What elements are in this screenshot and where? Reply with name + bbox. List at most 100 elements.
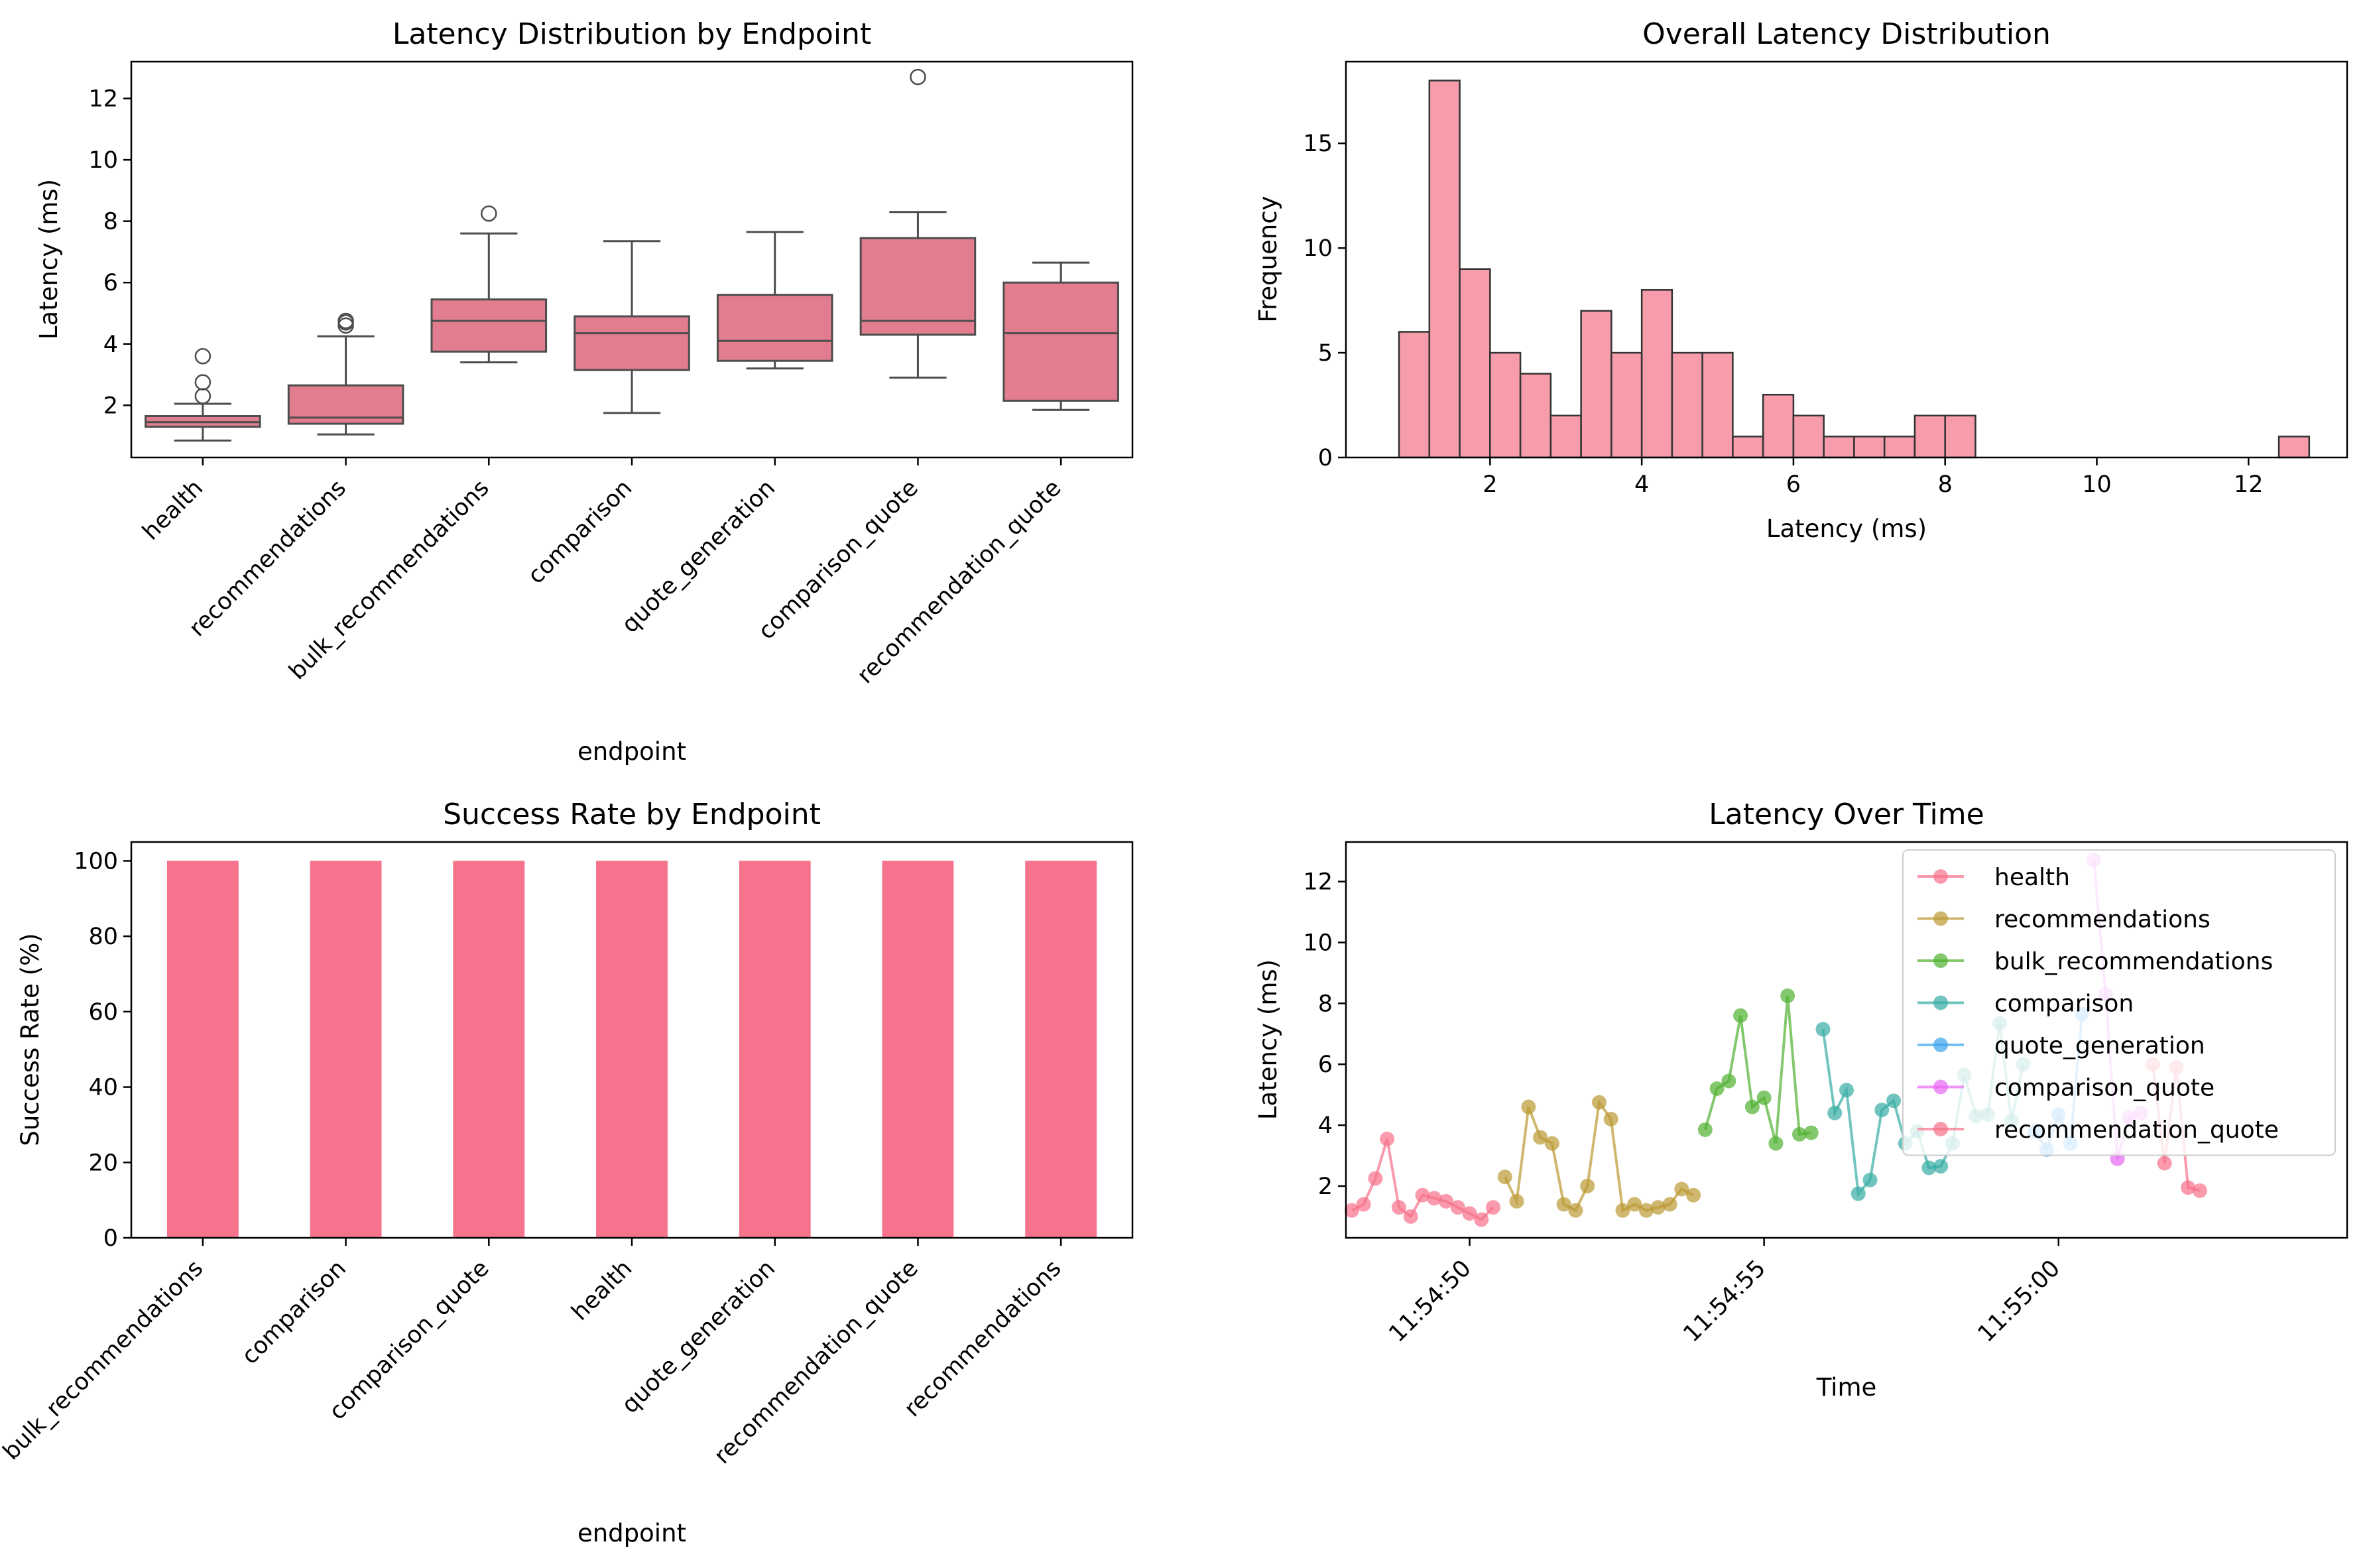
legend-item-quote-generation: quote_generation	[1917, 1032, 2205, 1059]
box-outlier	[194, 374, 212, 391]
histogram-bar	[1549, 414, 1582, 459]
y-tick-label: 8	[103, 209, 118, 235]
series-point	[1639, 1203, 1654, 1218]
series-point	[2181, 1180, 2196, 1195]
histogram-bar	[1640, 289, 1673, 459]
legend-marker	[1933, 911, 1948, 926]
y-tick-label: 6	[103, 270, 118, 296]
legend-marker	[1933, 869, 1948, 884]
x-tick-label: 12	[2234, 471, 2264, 498]
series-point	[1380, 1131, 1395, 1146]
histogram-bar	[1732, 436, 1764, 459]
box-iqr	[1002, 281, 1119, 402]
series-point	[1462, 1206, 1477, 1221]
y-tick-label: 12	[1303, 869, 1333, 896]
series-point	[1803, 1125, 1819, 1140]
series-point	[1686, 1187, 1701, 1203]
success-y-axis-label: Success Rate (%)	[16, 933, 44, 1146]
success-bar-comparison-quote	[453, 861, 525, 1238]
y-tick-label: 6	[1318, 1052, 1333, 1078]
series-point	[1815, 1022, 1831, 1037]
histogram-x-axis-label: Latency (ms)	[1766, 514, 1927, 543]
histogram-bar	[1762, 393, 1795, 459]
legend-item-recommendation-quote: recommendation_quote	[1917, 1116, 2279, 1144]
series-point	[1627, 1197, 1642, 1212]
series-point	[1486, 1200, 1501, 1215]
series-point	[1591, 1095, 1607, 1110]
series-point	[1415, 1187, 1430, 1203]
box-x-axis-label: endpoint	[577, 737, 686, 766]
series-point	[1839, 1083, 1854, 1098]
legend-marker	[1933, 1122, 1948, 1136]
histogram-bar	[1701, 351, 1734, 459]
box-comparison-quote	[859, 68, 977, 379]
histogram-bar	[1398, 331, 1431, 459]
y-tick-label: 4	[103, 332, 118, 358]
series-point	[1791, 1126, 1807, 1142]
y-tick-label: 100	[74, 848, 118, 874]
y-tick-label: 40	[88, 1075, 118, 1101]
time-y-ticks: 2 4 6 8 10 12	[1303, 869, 1346, 1200]
histogram-bar	[1428, 80, 1461, 459]
box-outlier	[910, 68, 926, 86]
time-y-axis-label: Latency (ms)	[1254, 959, 1282, 1120]
legend-label: comparison_quote	[1994, 1075, 2215, 1102]
histogram-bar	[1519, 373, 1552, 459]
box-iqr	[430, 298, 548, 353]
series-point	[1780, 988, 1795, 1003]
x-tick-label: 8	[1938, 471, 1953, 498]
series-point	[1933, 1159, 1949, 1174]
box-iqr	[574, 315, 690, 371]
legend-item-comparison: comparison	[1917, 991, 2134, 1018]
success-bar-comparison	[310, 861, 382, 1238]
series-point	[1544, 1136, 1559, 1151]
series-point	[1615, 1203, 1630, 1218]
x-tick-label: 6	[1786, 471, 1801, 498]
y-tick-label: 10	[1303, 930, 1333, 957]
legend-marker	[1933, 995, 1948, 1010]
series-point	[1862, 1172, 1878, 1187]
box-y-axis-label: Latency (ms)	[34, 179, 63, 339]
histogram-bar	[1580, 310, 1612, 459]
y-tick-label: 2	[1318, 1174, 1333, 1200]
series-point	[1874, 1103, 1890, 1118]
legend-marker	[1933, 1079, 1948, 1095]
histogram-y-axis-label: Frequency	[1254, 196, 1282, 322]
y-tick-label: 20	[88, 1150, 118, 1176]
series-point	[1674, 1181, 1689, 1197]
legend-frame	[1902, 849, 2336, 1156]
y-tick-label: 2	[103, 392, 118, 419]
success-bar-recommendations	[1025, 861, 1097, 1238]
legend-label: bulk_recommendations	[1994, 948, 2273, 975]
series-point	[1474, 1212, 1489, 1227]
success-bar-health	[596, 861, 668, 1238]
box-bulk-recommendations	[430, 205, 548, 364]
legend-label: comparison	[1994, 991, 2134, 1018]
histogram-bar	[1671, 351, 1703, 459]
histogram-x-ticks: 2 4 6 8 10 12	[1483, 457, 2264, 498]
legend-item-health: health	[1917, 864, 2070, 891]
legend-label: health	[1994, 864, 2070, 891]
series-point	[1580, 1178, 1595, 1193]
box-y-ticks: 2 4 6 8 10 12	[88, 86, 131, 419]
series-point	[1827, 1105, 1843, 1120]
histogram-bar	[1610, 351, 1643, 459]
histogram-panel: Overall Latency Distribution 0 5 10 15 2 4 6 8…	[1254, 17, 2348, 543]
legend-marker	[1933, 953, 1948, 968]
y-tick-label: 12	[88, 86, 118, 113]
box-recommendations	[287, 312, 404, 436]
histogram-bar	[1792, 414, 1825, 459]
histogram-bar	[2277, 436, 2311, 459]
series-point	[1568, 1203, 1583, 1218]
success-title: Success Rate by Endpoint	[443, 798, 821, 831]
series-point	[1356, 1197, 1371, 1212]
histogram-title: Overall Latency Distribution	[1642, 17, 2051, 51]
legend-item-recommendations: recommendations	[1917, 906, 2211, 934]
box-title: Latency Distribution by Endpoint	[393, 17, 871, 51]
y-tick-label: 15	[1303, 131, 1333, 157]
x-tick-label: 2	[1483, 471, 1497, 498]
series-point	[1521, 1099, 1536, 1115]
histogram-bar	[1913, 414, 1946, 459]
box-outlier	[194, 348, 212, 365]
